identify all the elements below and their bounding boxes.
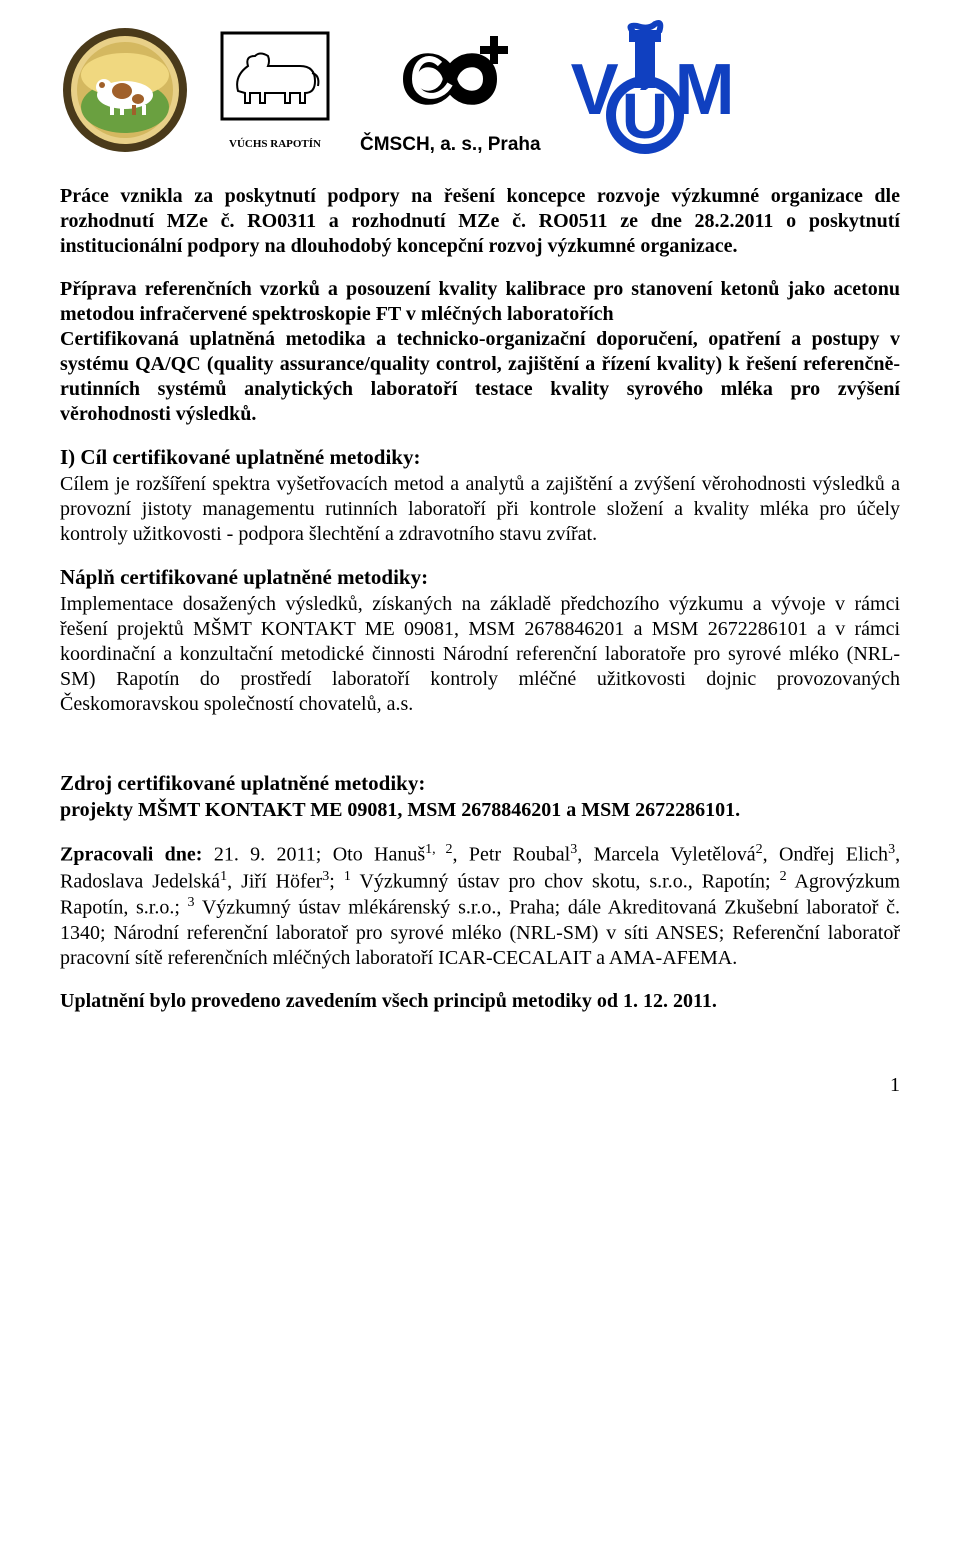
sep: , <box>453 844 469 866</box>
sep: , <box>577 844 593 866</box>
title-text: Příprava referenčních vzorků a posouzení… <box>60 278 900 325</box>
affil-3-sup: 3 <box>188 895 195 910</box>
sep: , <box>895 844 900 866</box>
napln-body: Implementace dosažených výsledků, získan… <box>60 592 900 717</box>
authors-block: Zpracovali dne: 21. 9. 2011; Oto Hanuš1,… <box>60 841 900 971</box>
author-3-sup: 2 <box>756 842 763 857</box>
cmsch-logo: ČMSCH, a. s., Praha <box>360 24 541 156</box>
vum-m: M <box>675 54 731 126</box>
page-number: 1 <box>60 1074 900 1097</box>
cmsch-icon <box>370 24 530 134</box>
affil-1: Výzkumný ústav pro chov skotu, s.r.o., R… <box>351 870 780 892</box>
author-3: Marcela Vyletělová <box>594 844 756 866</box>
vuchs-logo: VÚCHS RAPOTÍN <box>220 31 330 150</box>
author-5: Radoslava Jedelská <box>60 870 220 892</box>
goal-body: Cílem je rozšíření spektra vyšetřovacích… <box>60 472 900 547</box>
vuchs-caption: VÚCHS RAPOTÍN <box>229 138 321 150</box>
author-6: Jiří Höfer <box>241 870 322 892</box>
uplatneni-statement: Uplatnění bylo provedeno zavedením všech… <box>60 989 900 1014</box>
affil-1-sup: 1 <box>344 869 351 884</box>
affil-2-sup: 2 <box>780 869 787 884</box>
author-1: Oto Hanuš <box>333 844 425 866</box>
page: VÚCHS RAPOTÍN ČMSCH, a. s., Praha V <box>0 0 960 1137</box>
goal-heading: I) Cíl certifikované uplatněné metodiky: <box>60 445 900 470</box>
agrovyzkum-logo <box>60 25 190 155</box>
svg-text:Ú: Ú <box>621 80 667 152</box>
author-5-sup: 1 <box>220 869 227 884</box>
author-4: Ondřej Elich <box>779 844 888 866</box>
cmsch-caption: ČMSCH, a. s., Praha <box>360 134 541 156</box>
vum-logo: V Ú M <box>571 20 731 160</box>
document-title: Příprava referenčních vzorků a posouzení… <box>60 277 900 327</box>
spacer <box>60 735 900 753</box>
document-subtitle: Certifikovaná uplatněná metodika a techn… <box>60 327 900 427</box>
vum-flask-icon: Ú <box>605 20 685 160</box>
author-4-sup: 3 <box>888 842 895 857</box>
sep: , <box>763 844 779 866</box>
napln-heading: Náplň certifikované uplatněné metodiky: <box>60 565 900 590</box>
author-2: Petr Roubal <box>469 844 570 866</box>
agrovyzkum-icon <box>60 25 190 155</box>
logo-row: VÚCHS RAPOTÍN ČMSCH, a. s., Praha V <box>60 20 900 160</box>
zdroj-body: projekty MŠMT KONTAKT ME 09081, MSM 2678… <box>60 798 900 823</box>
authors-date: 21. 9. 2011; <box>214 844 322 866</box>
vuchs-icon <box>220 31 330 136</box>
sep: , <box>227 870 241 892</box>
zdroj-heading: Zdroj certifikované uplatněné metodiky: <box>60 771 900 796</box>
author-1-sup: 1, 2 <box>425 842 452 857</box>
funding-statement: Práce vznikla za poskytnutí podpory na ř… <box>60 184 900 259</box>
affil-sep: ; <box>329 870 344 892</box>
authors-label: Zpracovali dne: <box>60 844 202 866</box>
